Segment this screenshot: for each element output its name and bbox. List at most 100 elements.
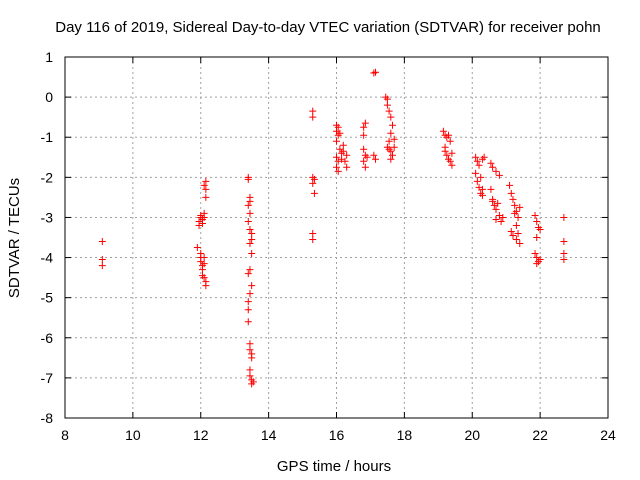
data-point: [533, 234, 541, 241]
data-point: [385, 137, 393, 145]
data-point: [360, 145, 368, 153]
data-point: [507, 227, 515, 235]
y-tick-label: 0: [45, 89, 53, 105]
data-point: [509, 195, 517, 203]
data-point: [441, 143, 449, 151]
data-point: [473, 177, 481, 185]
data-point: [516, 203, 524, 211]
x-tick-label: 16: [329, 427, 345, 443]
data-point: [248, 354, 256, 362]
data-point: [244, 270, 252, 278]
data-point: [487, 159, 495, 167]
data-point: [248, 282, 256, 290]
axis-ticks: 8 10 12 14 16 18 20 22 24 -8 -7 -6 -5 -4 -3 -2 -1 0 1: [41, 49, 616, 443]
data-point: [533, 217, 541, 225]
data-point: [198, 266, 206, 274]
data-point: [309, 236, 317, 244]
data-point: [309, 113, 317, 121]
data-point: [246, 290, 254, 298]
y-tick-label: -2: [41, 169, 54, 185]
data-point: [480, 153, 488, 161]
data-point: [536, 225, 544, 233]
data-point: [448, 161, 456, 169]
x-tick-label: 8: [61, 427, 69, 443]
data-point: [200, 181, 208, 189]
data-point: [343, 163, 351, 171]
data-point: [361, 119, 369, 127]
data-point: [388, 151, 396, 159]
data-point: [249, 378, 257, 386]
data-point: [495, 171, 503, 179]
data-point: [309, 229, 317, 237]
data-point: [246, 240, 254, 248]
data-point: [514, 229, 522, 237]
data-point: [372, 155, 380, 163]
data-point: [361, 163, 369, 171]
y-tick-label: -8: [41, 410, 54, 426]
data-point: [244, 318, 252, 326]
data-point: [446, 137, 454, 145]
data-point: [536, 256, 544, 264]
data-point: [246, 372, 254, 380]
data-point: [372, 68, 380, 76]
y-tick-label: 1: [45, 49, 53, 65]
data-point: [246, 225, 254, 233]
data-point: [383, 101, 391, 109]
y-tick-label: -5: [41, 290, 54, 306]
y-tick-label: -4: [41, 250, 54, 266]
data-point: [560, 238, 568, 246]
y-tick-label: -6: [41, 330, 54, 346]
data-point: [478, 185, 486, 193]
data-point: [339, 147, 347, 155]
data-point: [514, 213, 522, 221]
data-point: [509, 231, 517, 239]
data-point: [511, 209, 519, 217]
data-point: [98, 238, 106, 246]
data-point: [341, 157, 349, 165]
data-point: [448, 149, 456, 157]
data-point: [333, 163, 340, 171]
data-point: [198, 219, 206, 227]
data-points: [98, 68, 568, 388]
data-point: [472, 153, 480, 161]
data-point: [492, 215, 500, 223]
data-point: [439, 127, 447, 135]
data-point: [244, 201, 252, 209]
x-tick-label: 14: [261, 427, 277, 443]
data-point: [248, 229, 256, 237]
data-point: [370, 69, 378, 77]
data-point: [200, 260, 208, 268]
data-point: [244, 175, 252, 183]
data-point: [248, 236, 256, 244]
data-point: [202, 185, 210, 193]
data-point: [512, 236, 520, 244]
data-point: [560, 250, 568, 258]
data-point: [387, 155, 395, 163]
data-point: [477, 173, 485, 181]
data-point: [334, 123, 342, 131]
data-point: [246, 366, 254, 374]
y-tick-label: -3: [41, 209, 54, 225]
data-point: [446, 157, 454, 165]
data-point: [560, 256, 568, 264]
data-point: [533, 260, 541, 268]
data-point: [336, 129, 344, 137]
data-point: [506, 181, 514, 189]
data-point: [370, 151, 378, 159]
data-point: [246, 346, 254, 354]
data-point: [478, 191, 486, 199]
data-point: [343, 151, 351, 159]
data-point: [360, 123, 368, 131]
grid: [65, 57, 608, 418]
data-point: [390, 143, 398, 151]
data-point: [200, 254, 208, 262]
data-point: [507, 189, 515, 197]
data-point: [339, 141, 347, 149]
data-point: [246, 266, 254, 274]
y-tick-label: -1: [41, 129, 54, 145]
data-point: [193, 244, 201, 252]
data-point: [512, 221, 520, 229]
data-point: [310, 175, 318, 183]
data-point: [499, 213, 507, 221]
